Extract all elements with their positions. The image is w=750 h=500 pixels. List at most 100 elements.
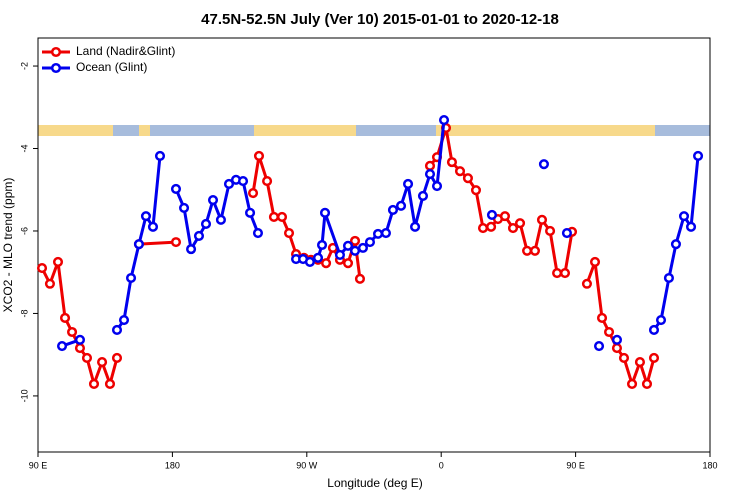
- point: [477, 223, 489, 234]
- point: [522, 245, 533, 256]
- point: [670, 239, 682, 250]
- strip-ocean: [356, 125, 436, 136]
- point: [545, 225, 556, 237]
- point: [454, 166, 466, 177]
- point: [552, 267, 563, 279]
- point: [424, 160, 436, 171]
- point: [316, 239, 328, 251]
- point: [470, 185, 482, 196]
- point: [74, 334, 86, 345]
- point: [207, 195, 219, 206]
- point: [424, 169, 436, 180]
- point: [178, 202, 190, 213]
- point: [663, 272, 674, 284]
- point: [170, 183, 182, 194]
- point: [304, 256, 315, 267]
- point: [626, 378, 638, 390]
- point: [44, 278, 55, 289]
- point: [319, 207, 331, 218]
- point: [380, 227, 391, 239]
- point: [170, 237, 182, 248]
- point: [111, 324, 123, 335]
- y-axis-label: XCO2 - MLO trend (ppm): [1, 178, 15, 313]
- point: [387, 204, 399, 216]
- point: [611, 334, 623, 345]
- point: [685, 221, 697, 232]
- point: [402, 178, 414, 190]
- point: [395, 200, 407, 211]
- point: [486, 209, 498, 220]
- point: [417, 190, 429, 201]
- point: [648, 324, 660, 335]
- x-tick-label: 0: [439, 460, 444, 470]
- point: [200, 218, 212, 230]
- point: [193, 230, 205, 241]
- point: [559, 267, 571, 279]
- point: [446, 157, 458, 168]
- point: [349, 245, 361, 256]
- x-axis-label: Longitude (deg E): [327, 476, 422, 490]
- point: [618, 352, 630, 364]
- x-tick-label: 180: [702, 460, 717, 470]
- point: [262, 176, 273, 187]
- point: [648, 352, 660, 364]
- point: [245, 207, 256, 218]
- point: [252, 227, 264, 239]
- legend-marker: [50, 46, 62, 58]
- point: [276, 211, 288, 223]
- point: [354, 273, 366, 284]
- x-tick-label: 90 E: [566, 460, 585, 470]
- point: [186, 244, 197, 255]
- y-tick-label: -10: [19, 389, 29, 402]
- land-ocean-strip: [38, 125, 710, 136]
- point: [507, 223, 519, 234]
- point: [693, 150, 704, 161]
- point: [104, 378, 116, 390]
- plot-frame: [37, 37, 711, 453]
- point: [88, 378, 100, 390]
- point: [357, 242, 368, 253]
- point: [641, 378, 653, 390]
- point: [147, 221, 159, 232]
- point: [514, 218, 526, 229]
- point: [81, 352, 93, 364]
- point: [529, 245, 541, 256]
- point: [334, 249, 346, 260]
- point: [154, 150, 166, 161]
- point: [431, 180, 443, 192]
- point: [52, 256, 64, 267]
- point: [538, 159, 549, 170]
- point: [36, 263, 48, 274]
- point: [59, 312, 71, 324]
- point: [321, 258, 332, 269]
- point: [372, 228, 384, 239]
- point: [133, 239, 144, 250]
- point: [634, 357, 646, 368]
- y-tick-label: -2: [19, 62, 29, 70]
- point: [97, 357, 108, 368]
- x-tick-label: 180: [165, 460, 180, 470]
- y-tick-label: -4: [19, 145, 29, 153]
- legend-label: Land (Nadir&Glint): [76, 44, 175, 58]
- strip-ocean: [150, 125, 254, 136]
- point: [66, 326, 78, 338]
- point: [312, 252, 324, 263]
- point: [364, 237, 376, 248]
- point: [223, 178, 235, 190]
- point: [349, 235, 361, 246]
- point: [125, 272, 137, 284]
- point: [462, 173, 473, 184]
- point: [283, 227, 295, 239]
- point: [410, 221, 421, 232]
- point: [596, 312, 608, 324]
- legend-label: Ocean (Glint): [76, 60, 147, 74]
- x-tick-label: 90 E: [29, 460, 48, 470]
- point: [499, 211, 511, 222]
- point: [56, 340, 68, 352]
- point: [140, 211, 152, 222]
- point: [342, 258, 354, 269]
- point: [111, 352, 123, 364]
- point: [486, 221, 497, 232]
- point: [118, 314, 130, 326]
